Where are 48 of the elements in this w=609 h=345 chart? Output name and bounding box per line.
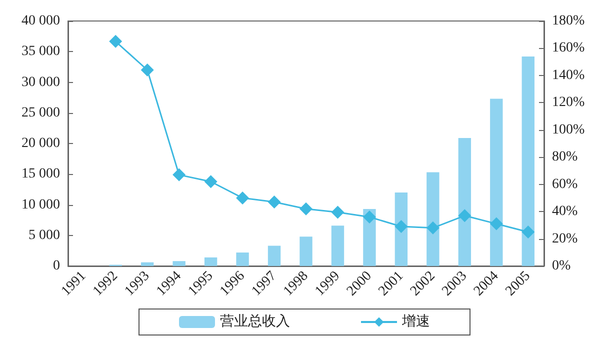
y-tick-label: 30 000	[22, 74, 60, 90]
point	[331, 206, 344, 219]
y2-tick-label: 100%	[552, 122, 585, 138]
y2-tick-label: 140%	[552, 68, 585, 83]
bar	[394, 192, 408, 266]
point	[172, 168, 186, 182]
x-tick-label: 1991	[58, 268, 90, 300]
bar	[172, 261, 186, 266]
bar	[300, 236, 312, 266]
bar	[522, 56, 534, 266]
bar	[490, 98, 503, 266]
bar	[331, 226, 344, 266]
bar	[268, 246, 281, 266]
y-tick-label: 5 000	[28, 228, 60, 243]
y2-tick-label: 180%	[552, 14, 585, 28]
point	[490, 217, 503, 230]
y-tick-label: 35 000	[22, 44, 60, 60]
y2-tick-label: 40%	[552, 204, 578, 220]
y-tick-label: 15 000	[22, 166, 60, 182]
y-tick-label: 10 000	[22, 197, 60, 212]
point	[300, 202, 312, 216]
legend-label: 增速	[401, 314, 430, 330]
y-tick-label: 0	[53, 258, 60, 274]
point	[362, 210, 376, 224]
point	[458, 209, 472, 222]
y2-tick-label: 60%	[552, 176, 578, 192]
y2-tick-label: 120%	[552, 95, 585, 110]
point	[268, 196, 281, 209]
bar	[458, 138, 472, 266]
y2-tick-label: 80%	[552, 150, 578, 165]
bar	[236, 252, 249, 266]
y-tick-label: 20 000	[22, 136, 60, 151]
point	[204, 175, 218, 188]
y-tick-label: 25 000	[22, 105, 60, 120]
y-tick-label: 40 000	[22, 14, 60, 28]
y2-tick-label: 20%	[552, 231, 578, 246]
y2-tick-label: 0%	[552, 258, 571, 274]
point	[109, 34, 122, 48]
bar	[204, 257, 218, 266]
point	[236, 191, 250, 204]
point	[140, 64, 154, 76]
point	[394, 220, 408, 234]
point	[522, 225, 535, 238]
legend-label: 营业总收入	[220, 314, 290, 330]
y2-tick-label: 160%	[552, 40, 585, 56]
bar	[426, 172, 440, 266]
bar	[140, 262, 154, 266]
point	[426, 221, 440, 234]
